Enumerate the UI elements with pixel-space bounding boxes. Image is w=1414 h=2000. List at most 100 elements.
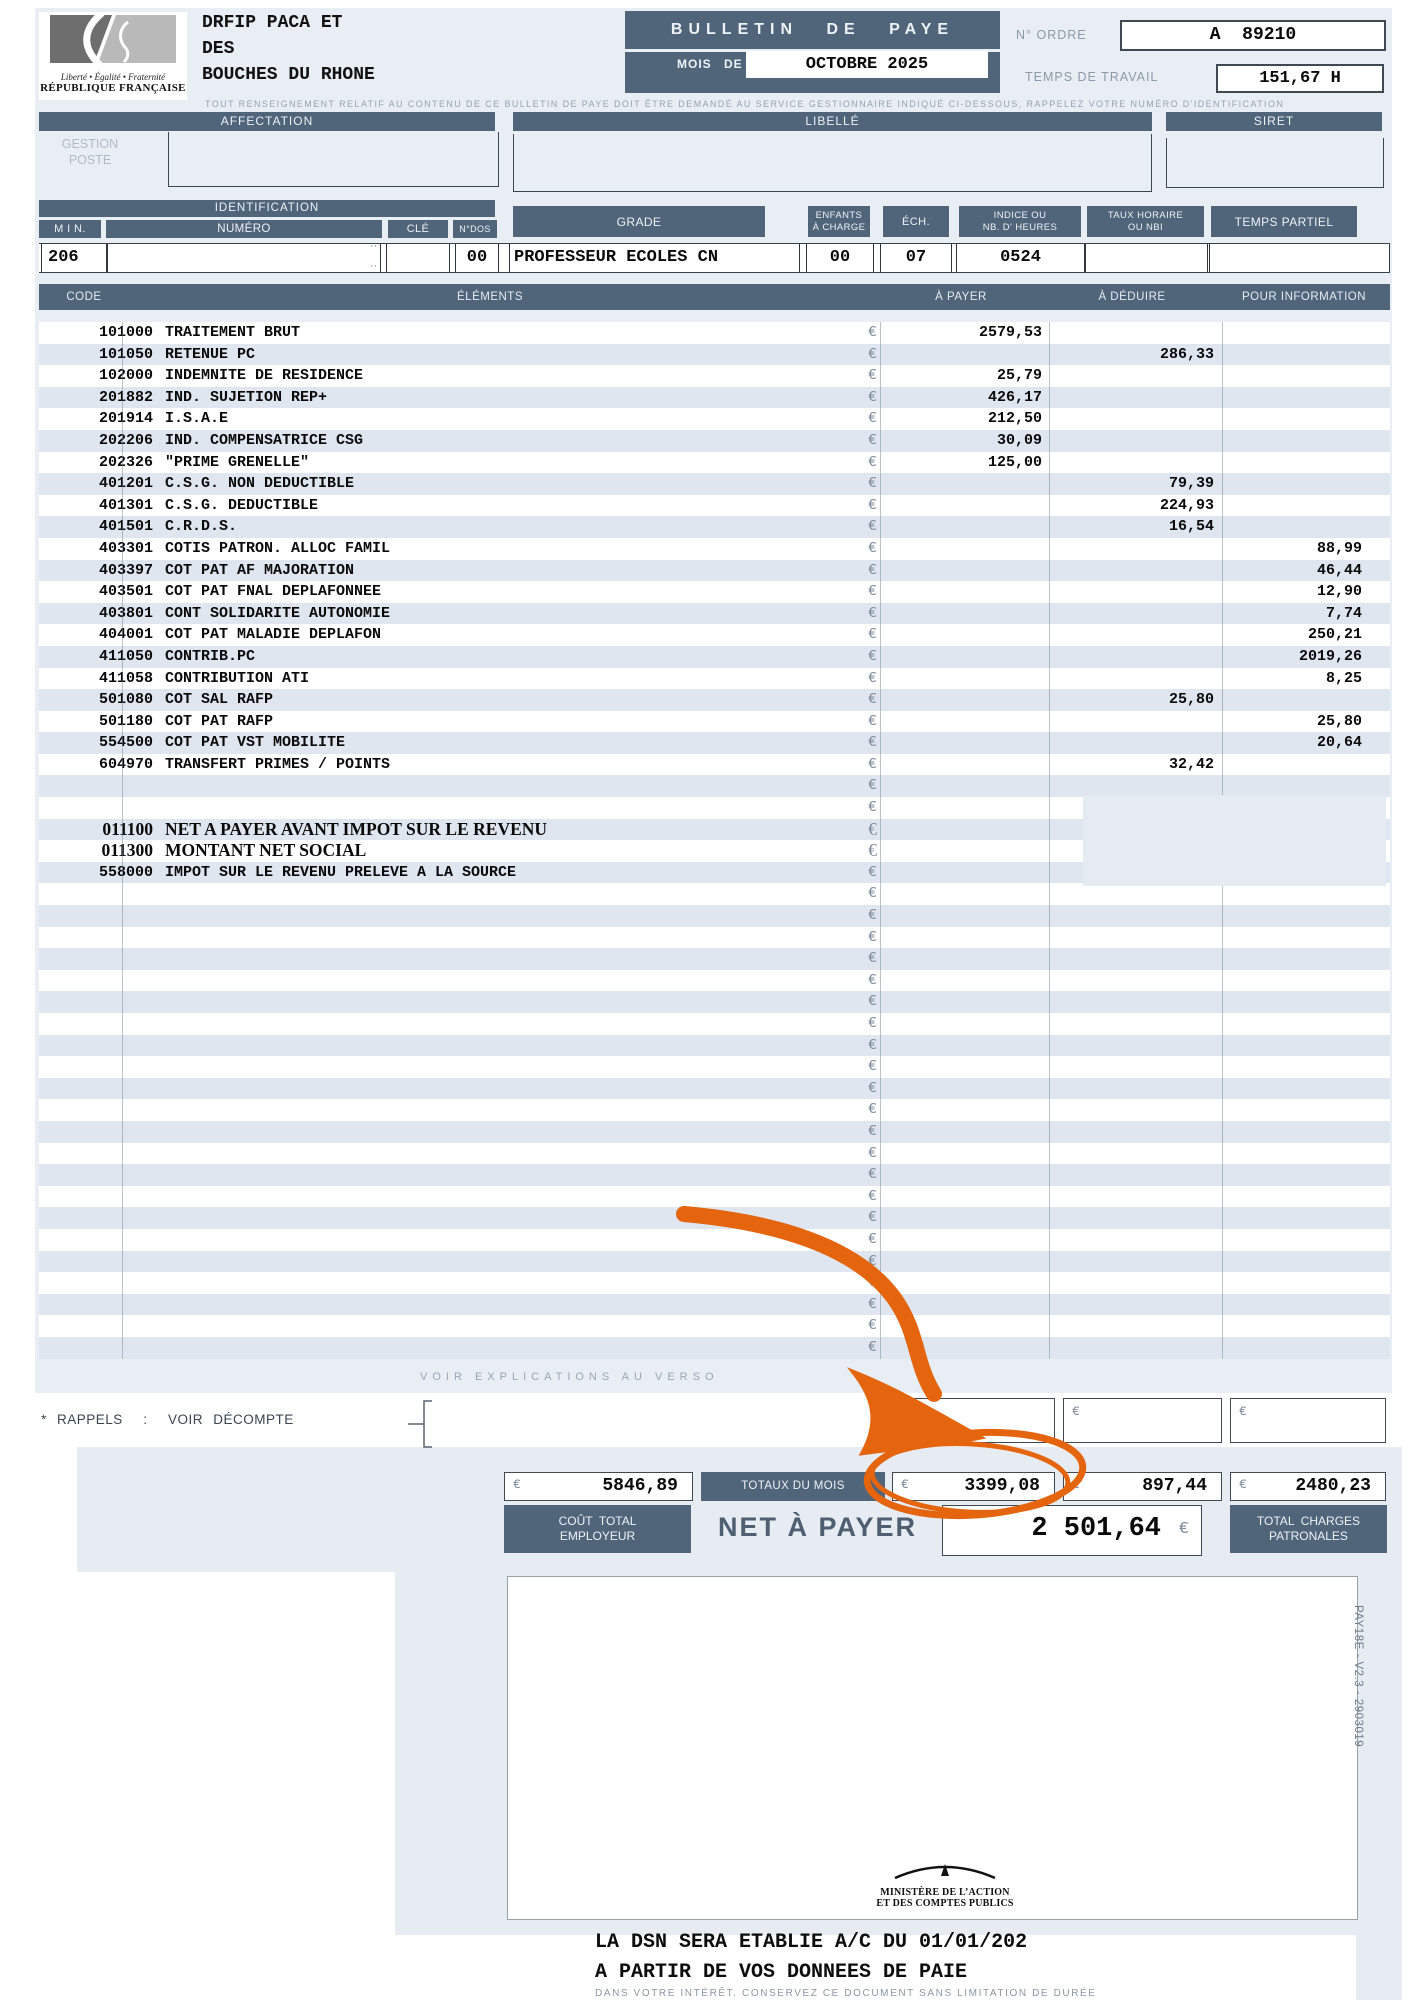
table-row: 202326 "PRIME GRENELLE" €125,00	[39, 451, 1390, 474]
euro-symbol: €	[867, 410, 877, 428]
row-ded: 32,42	[1168, 755, 1214, 773]
row-ded	[1049, 1078, 1214, 1100]
row-ded	[1049, 646, 1214, 668]
totaux-du-mois-label: TOTAUX DU MOIS	[701, 1472, 885, 1501]
euro-symbol: €	[867, 324, 877, 341]
table-row: 101050 RETENUE PC €286,33	[39, 343, 1390, 366]
row-info	[1222, 927, 1362, 949]
row-code: 404001	[98, 626, 153, 644]
table-row: €	[39, 1185, 1390, 1208]
total-a-deduire-box: €897,44	[1063, 1472, 1222, 1501]
row-ded	[1049, 430, 1214, 452]
row-ded	[1049, 560, 1214, 582]
form-reference: PAY18E - V2.3 - 2903019	[1352, 1605, 1364, 1748]
table-row: €	[39, 1120, 1390, 1143]
row-code: 011300	[101, 840, 153, 861]
row-ded	[1049, 452, 1214, 474]
row-pay	[880, 927, 1042, 949]
row-info	[1222, 883, 1362, 905]
row-info	[1222, 473, 1362, 495]
row-code: 401301	[98, 496, 153, 514]
grade-header: GRADE	[513, 206, 765, 237]
marianne-icon	[40, 10, 186, 68]
table-row: 554500 COT PAT VST MOBILITE €20,64	[39, 732, 1390, 754]
row-info	[1222, 1143, 1362, 1165]
row-pay: 426,17	[987, 388, 1042, 406]
row-code: 401201	[98, 475, 153, 493]
row-ded	[1049, 322, 1214, 344]
euro-symbol: €	[867, 734, 877, 752]
row-label	[127, 1186, 865, 1208]
table-row: 558000 IMPOT SUR LE REVENU PRELEVE A LA S…	[39, 861, 1390, 884]
table-row: 403801 CONT SOLIDARITE AUTONOMIE €7,74	[39, 602, 1390, 625]
table-row: 411058 CONTRIBUTION ATI €8,25	[39, 667, 1390, 690]
temps-travail-label: TEMPS DE TRAVAIL	[1025, 70, 1159, 84]
euro-symbol: €	[867, 604, 877, 622]
affectation-header: AFFECTATION	[39, 112, 495, 131]
row-label: C.S.G. NON DEDUCTIBLE	[165, 475, 355, 493]
table-row: €	[39, 1099, 1390, 1121]
blanked-region	[1083, 795, 1386, 886]
row-ded	[1049, 1035, 1214, 1057]
row-label	[127, 905, 865, 927]
indice-value: 0524	[956, 244, 1085, 272]
a-deduire-column-header: À DÉDUIRE	[1098, 291, 1166, 303]
row-pay	[880, 754, 1042, 776]
euro-symbol: €	[867, 777, 877, 795]
row-ded	[1049, 1121, 1214, 1143]
row-ded	[1049, 624, 1214, 646]
row-pay	[880, 862, 1042, 884]
total-a-payer-value: 3399,08	[964, 1476, 1040, 1496]
row-info	[1222, 1294, 1362, 1316]
row-code: 558000	[98, 863, 153, 881]
euro-symbol: €	[867, 863, 877, 881]
row-pay	[880, 516, 1042, 538]
pour-information-column-header: POUR INFORMATION	[1241, 291, 1367, 303]
cout-total-employeur-label: COÛT TOTAL EMPLOYEUR	[504, 1505, 691, 1553]
row-label: TRANSFERT PRIMES / POINTS	[165, 755, 391, 773]
euro-symbol: €	[867, 1274, 877, 1292]
row-label: COT PAT RAFP	[165, 712, 274, 730]
row-label: I.S.A.E	[165, 410, 229, 428]
row-label	[127, 797, 865, 819]
row-pay	[880, 970, 1042, 992]
row-code: 403301	[98, 539, 153, 557]
euro-symbol: €	[867, 712, 877, 730]
table-row: 102000 INDEMNITE DE RESIDENCE €25,79	[39, 365, 1390, 387]
ech-value: 07	[880, 244, 952, 272]
euro-symbol: €	[867, 626, 877, 644]
row-pay	[880, 560, 1042, 582]
table-row: €	[39, 1272, 1390, 1294]
table-row: €	[39, 1250, 1390, 1273]
a-payer-column-header: À PAYER	[935, 291, 987, 303]
row-ded	[1049, 668, 1214, 690]
grade-value: PROFESSEUR ECOLES CN	[509, 244, 800, 272]
euro-symbol: €	[1072, 1404, 1080, 1419]
row-pay	[880, 775, 1042, 797]
numero-value	[107, 244, 381, 272]
ech-header: ÉCH.	[883, 206, 949, 237]
row-pay	[880, 819, 1042, 841]
row-pay	[880, 1164, 1042, 1186]
table-row: €	[39, 1293, 1390, 1316]
euro-symbol: €	[867, 539, 877, 557]
euro-symbol: €	[867, 1058, 877, 1076]
ndos-header: N°DOS	[453, 220, 497, 238]
row-ded	[1049, 927, 1214, 949]
euro-symbol: €	[1239, 1477, 1247, 1492]
row-label: INDEMNITE DE RESIDENCE	[165, 367, 364, 385]
row-ded	[1049, 1337, 1214, 1359]
row-label	[127, 1272, 865, 1294]
n-ordre-label: N° ORDRE	[1016, 28, 1087, 42]
row-info	[1222, 516, 1362, 538]
row-code: 202326	[98, 453, 153, 471]
row-ded	[1049, 732, 1214, 754]
row-info	[1222, 948, 1362, 970]
row-info	[1222, 1121, 1362, 1143]
euro-symbol: €	[901, 1477, 909, 1492]
table-row: 501180 COT PAT RAFP €25,80	[39, 710, 1390, 733]
row-pay	[880, 1078, 1042, 1100]
row-code: 501180	[98, 712, 153, 730]
row-pay	[880, 1315, 1042, 1337]
row-label: CONT SOLIDARITE AUTONOMIE	[165, 604, 391, 622]
